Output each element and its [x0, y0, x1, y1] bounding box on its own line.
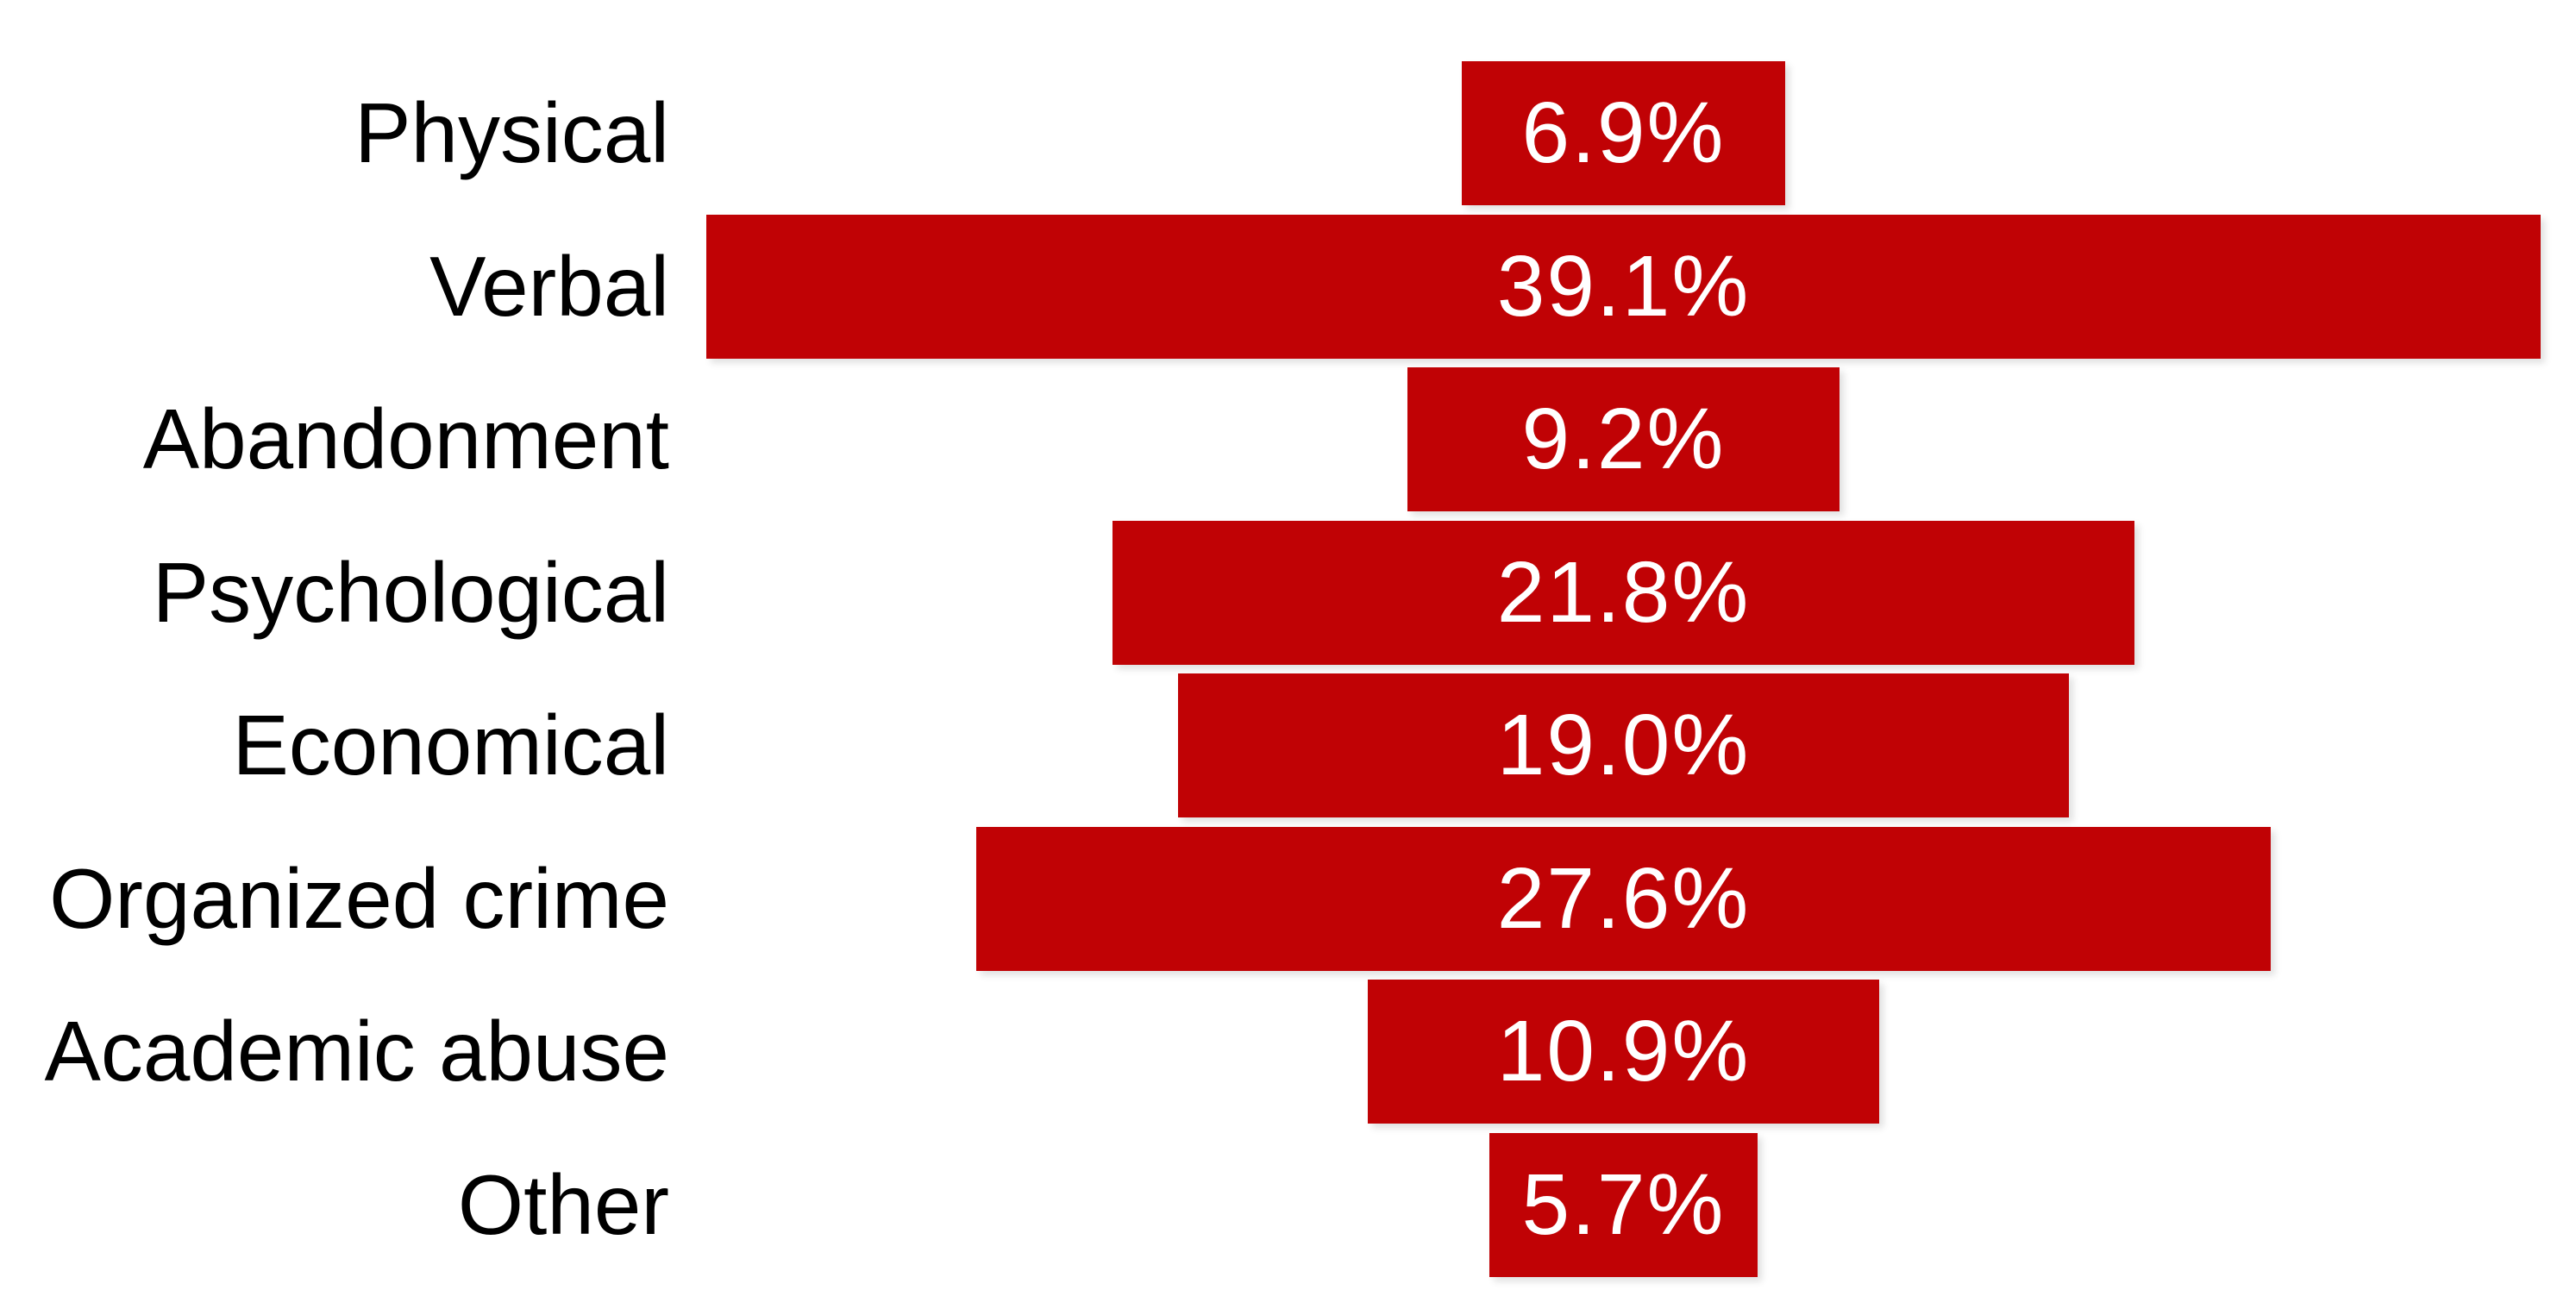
chart-row: Physical 6.9%	[0, 61, 2576, 205]
chart-row: Organized crime 27.6%	[0, 826, 2576, 971]
category-label: Abandonment	[142, 391, 669, 486]
chart-row: Verbal 39.1%	[0, 214, 2576, 359]
value-label: 19.0%	[1496, 697, 1751, 793]
chart-row: Academic abuse 10.9%	[0, 980, 2576, 1124]
bar: 39.1%	[706, 214, 2541, 359]
category-label: Verbal	[429, 238, 669, 334]
chart-row: Psychological 21.8%	[0, 520, 2576, 665]
category-label: Psychological	[152, 544, 669, 640]
category-label: Physical	[354, 85, 669, 180]
bar: 5.7%	[1489, 1132, 1758, 1277]
value-label: 27.6%	[1496, 849, 1751, 947]
bar: 27.6%	[975, 826, 2272, 971]
value-label: 6.9%	[1521, 85, 1726, 181]
value-label: 10.9%	[1496, 1003, 1751, 1099]
bar: 9.2%	[1407, 367, 1840, 511]
value-label: 9.2%	[1521, 391, 1726, 487]
value-label: 5.7%	[1521, 1155, 1726, 1253]
bar: 10.9%	[1368, 980, 1879, 1124]
category-label: Organized crime	[49, 850, 669, 946]
chart-row: Abandonment 9.2%	[0, 367, 2576, 511]
chart-row: Other 5.7%	[0, 1132, 2576, 1277]
chart-row: Economical 19.0%	[0, 673, 2576, 817]
category-label: Other	[457, 1156, 669, 1252]
category-label: Academic abuse	[44, 1004, 669, 1099]
value-label: 39.1%	[1496, 237, 1751, 335]
bar: 6.9%	[1461, 61, 1786, 205]
bar: 19.0%	[1177, 673, 2070, 817]
bar: 21.8%	[1112, 520, 2135, 665]
category-label: Economical	[232, 698, 669, 792]
value-label: 21.8%	[1496, 543, 1751, 641]
